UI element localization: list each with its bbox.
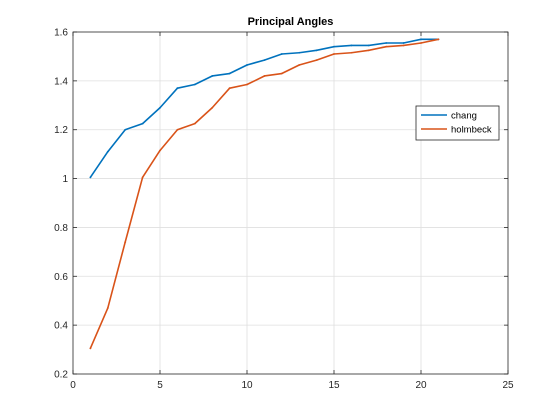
y-tick-label: 1.2 — [54, 125, 68, 136]
data-point-chang — [89, 176, 92, 179]
data-point-holmbeck — [228, 87, 231, 90]
y-tick-label: 1.4 — [54, 76, 68, 87]
data-point-chang — [385, 42, 388, 44]
legend-label-chang: chang — [451, 111, 477, 122]
y-tick-label: 0.4 — [54, 321, 68, 332]
legend: chang holmbeck — [415, 105, 500, 141]
data-point-chang — [263, 59, 266, 61]
data-point-chang — [367, 44, 370, 47]
data-point-chang — [228, 72, 231, 75]
data-point-holmbeck — [193, 122, 196, 125]
data-point-chang — [246, 64, 248, 66]
data-point-chang — [211, 75, 214, 77]
data-point-holmbeck — [263, 75, 266, 77]
data-point-chang — [333, 45, 335, 48]
axes-box — [72, 31, 509, 375]
data-point-holmbeck — [367, 49, 370, 52]
data-point-holmbeck — [211, 106, 214, 109]
data-point-holmbeck — [106, 307, 109, 309]
data-point-chang — [280, 53, 283, 55]
legend-box — [415, 105, 500, 141]
data-point-chang — [193, 83, 196, 86]
data-point-holmbeck — [420, 42, 422, 44]
data-point-chang — [124, 128, 127, 131]
data-point-chang — [141, 122, 144, 125]
x-tick-label: 10 — [241, 380, 253, 391]
data-point-holmbeck — [176, 128, 179, 131]
data-point-holmbeck — [298, 64, 301, 66]
data-point-chang — [159, 106, 161, 109]
data-point-holmbeck — [315, 59, 318, 61]
data-point-holmbeck — [350, 51, 353, 54]
data-point-holmbeck — [280, 72, 283, 75]
data-point-holmbeck — [141, 176, 144, 179]
data-point-chang — [420, 38, 422, 41]
y-tick-label: 0.6 — [54, 272, 68, 283]
data-point-holmbeck — [333, 53, 335, 55]
y-tick-label: 1.6 — [54, 28, 68, 39]
y-tick-label: 1 — [62, 174, 68, 185]
data-point-holmbeck — [89, 347, 92, 350]
data-point-chang — [402, 42, 405, 44]
data-point-holmbeck — [385, 45, 388, 48]
data-point-holmbeck — [246, 83, 248, 86]
y-tick-label: 0.8 — [54, 223, 68, 234]
data-point-holmbeck — [124, 241, 127, 243]
data-point-holmbeck — [159, 149, 161, 152]
x-tick-label: 5 — [157, 380, 163, 391]
legend-label-holmbeck: holmbeck — [451, 125, 492, 136]
data-point-chang — [298, 51, 301, 54]
data-point-holmbeck — [437, 38, 440, 41]
x-tick-label: 15 — [328, 380, 340, 391]
chart-title: Principal Angles — [248, 16, 334, 28]
x-tick-label: 20 — [415, 380, 427, 391]
data-point-chang — [315, 49, 318, 52]
data-point-chang — [176, 87, 179, 90]
y-tick-label: 0.2 — [54, 370, 68, 381]
data-point-holmbeck — [402, 44, 405, 47]
x-tick-label: 25 — [502, 380, 514, 391]
data-point-chang — [106, 150, 109, 153]
data-point-chang — [350, 44, 353, 47]
x-tick-label: 0 — [70, 380, 76, 391]
